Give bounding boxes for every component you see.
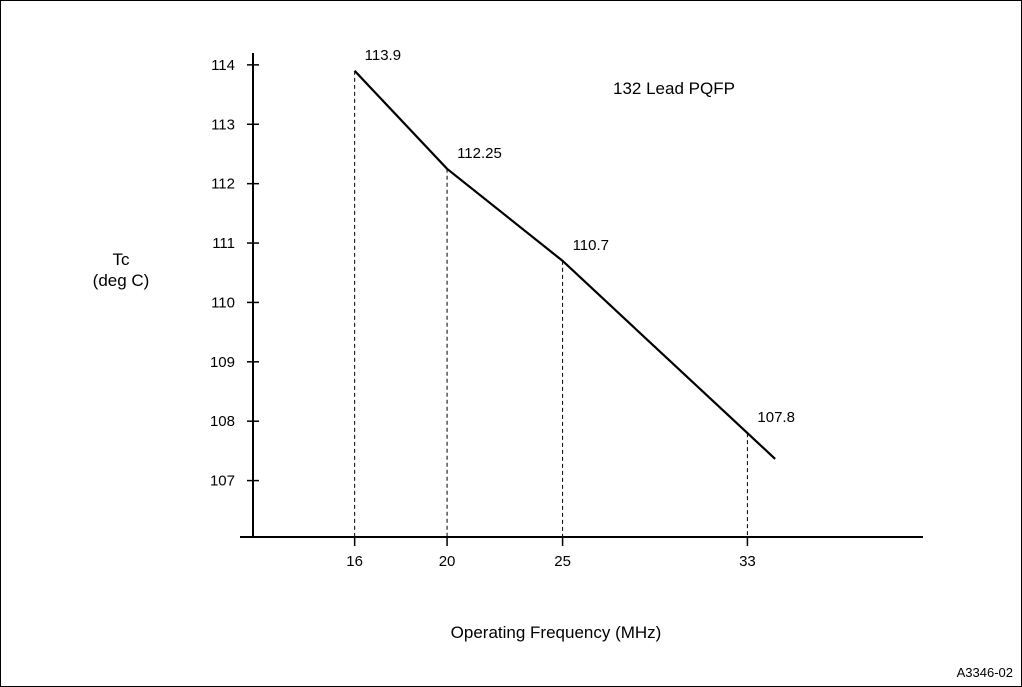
y-tick-label: 112 bbox=[211, 176, 235, 193]
figure-id: A3346-02 bbox=[956, 665, 1013, 680]
x-tick-label: 16 bbox=[346, 553, 363, 570]
x-tick-label: 20 bbox=[439, 553, 456, 570]
data-label: 113.9 bbox=[365, 47, 401, 64]
package-annotation: 132 Lead PQFP bbox=[613, 79, 735, 98]
data-label: 110.7 bbox=[573, 237, 609, 254]
y-tick-label: 109 bbox=[210, 354, 235, 371]
y-axis-label-line1: Tc bbox=[112, 250, 130, 269]
y-tick-label: 114 bbox=[211, 57, 235, 74]
data-label: 107.8 bbox=[757, 409, 795, 426]
y-tick-label: 108 bbox=[210, 413, 235, 430]
y-tick-label: 110 bbox=[211, 294, 235, 311]
x-tick-label: 25 bbox=[554, 553, 571, 570]
series-line bbox=[353, 70, 776, 460]
y-axis-label-line2: (deg C) bbox=[92, 271, 150, 290]
data-label: 112.25 bbox=[457, 145, 502, 162]
y-tick-label: 111 bbox=[212, 235, 235, 252]
y-tick-label: 107 bbox=[210, 473, 235, 490]
x-axis-label: Operating Frequency (MHz) bbox=[450, 623, 662, 642]
y-tick-label: 113 bbox=[211, 116, 235, 133]
y-axis-label: Tc (deg C) bbox=[71, 249, 171, 291]
x-tick-label: 33 bbox=[739, 553, 756, 570]
